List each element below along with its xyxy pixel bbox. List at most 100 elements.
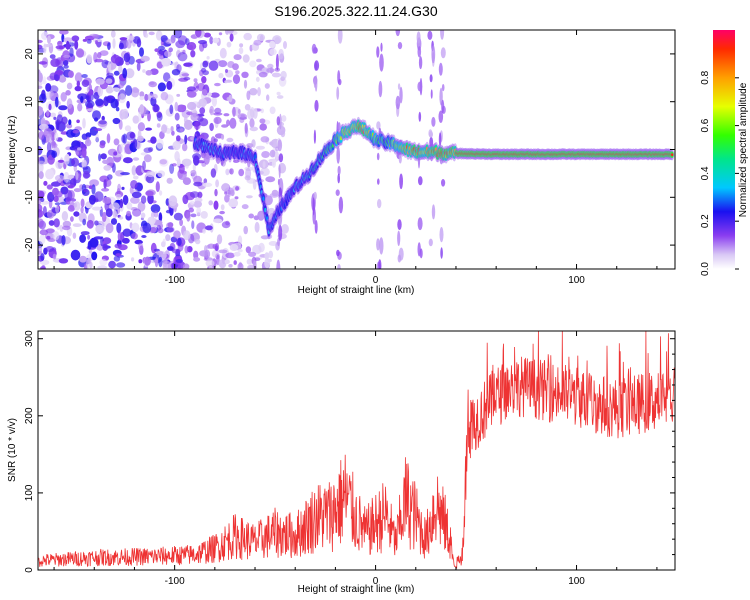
noise-blob xyxy=(145,127,153,131)
noise-blob xyxy=(172,140,181,151)
noise-blob xyxy=(141,235,147,238)
noise-blob xyxy=(276,91,281,96)
noise-blob xyxy=(212,243,218,250)
noise-blob xyxy=(156,123,161,128)
noise-blob xyxy=(107,61,112,72)
noise-blob xyxy=(156,112,163,122)
noise-blob xyxy=(235,186,240,191)
noise-blob xyxy=(210,136,216,144)
noise-blob xyxy=(187,86,196,92)
noise-blob xyxy=(258,71,268,78)
noise-blob xyxy=(233,260,237,265)
noise-blob xyxy=(166,226,175,233)
noise-blob xyxy=(38,218,44,228)
noise-blob xyxy=(80,198,85,208)
noise-blob xyxy=(83,189,88,193)
streak-blob xyxy=(430,89,433,99)
noise-blob xyxy=(260,108,265,114)
noise-blob xyxy=(240,114,245,118)
noise-blob xyxy=(46,133,53,143)
noise-blob xyxy=(190,213,197,218)
ridge-core xyxy=(340,135,343,141)
noise-blob xyxy=(58,258,69,264)
noise-blob xyxy=(179,219,184,227)
noise-blob xyxy=(74,40,79,50)
y-tick-label: 200 xyxy=(24,407,35,424)
noise-blob xyxy=(248,251,257,257)
noise-blob xyxy=(266,67,275,73)
streak-blob xyxy=(380,42,383,52)
noise-blob xyxy=(238,47,244,55)
noise-blob xyxy=(63,54,71,58)
noise-blob xyxy=(112,117,121,125)
noise-blob xyxy=(183,76,191,81)
colorbar-label: Normalized spectral amplitude xyxy=(738,82,749,217)
noise-blob xyxy=(110,218,118,225)
noise-blob xyxy=(197,116,204,122)
streak-blob xyxy=(378,80,383,98)
streak-blob xyxy=(377,198,382,209)
noise-blob xyxy=(246,195,253,199)
noise-blob xyxy=(113,151,118,156)
noise-blob xyxy=(92,34,100,39)
noise-blob xyxy=(213,200,219,210)
noise-blob xyxy=(122,228,132,237)
noise-blob xyxy=(122,194,129,206)
streak-blob xyxy=(441,99,445,114)
colorbar-tick-label: 0.2 xyxy=(700,214,711,228)
noise-blob xyxy=(208,200,213,206)
noise-blob xyxy=(229,117,237,129)
noise-blob xyxy=(198,98,207,107)
noise-blob xyxy=(205,259,215,267)
noise-blob xyxy=(235,70,240,75)
noise-blob xyxy=(124,125,132,132)
noise-blob xyxy=(196,206,202,216)
noise-blob xyxy=(209,36,214,45)
noise-blob xyxy=(38,85,43,89)
colorbar-gradient xyxy=(713,30,735,269)
streak-blob xyxy=(337,165,341,176)
streak-blob xyxy=(395,30,401,37)
noise-blob xyxy=(94,40,99,45)
streak-blob xyxy=(278,225,283,241)
noise-blob xyxy=(106,87,114,93)
noise-blob xyxy=(74,72,83,83)
streak-blob xyxy=(431,204,436,220)
noise-blob xyxy=(209,105,214,116)
noise-blob xyxy=(120,172,130,176)
noise-blob xyxy=(195,239,201,245)
streak-blob xyxy=(439,157,443,165)
noise-blob xyxy=(58,45,64,50)
noise-blob xyxy=(219,210,225,215)
noise-blob xyxy=(244,104,251,111)
noise-blob xyxy=(52,253,57,260)
noise-blob xyxy=(38,209,44,218)
noise-blob xyxy=(221,221,231,229)
noise-blob xyxy=(108,260,116,269)
streak-blob xyxy=(376,121,381,130)
noise-blob xyxy=(153,211,159,218)
noise-blob xyxy=(186,42,197,51)
noise-blob xyxy=(93,236,103,240)
colorbar-tick-label: 0.0 xyxy=(700,262,711,276)
noise-blob xyxy=(121,134,126,143)
noise-blob xyxy=(258,242,265,253)
noise-blob xyxy=(271,158,276,168)
noise-blob xyxy=(246,258,253,265)
noise-blob xyxy=(218,60,228,68)
noise-blob xyxy=(179,128,184,133)
noise-blob xyxy=(156,61,163,69)
noise-blob xyxy=(269,106,276,115)
noise-blob xyxy=(125,68,135,79)
noise-blob xyxy=(169,62,177,66)
noise-blob xyxy=(47,35,51,44)
noise-blob xyxy=(274,151,279,160)
noise-blob xyxy=(173,30,183,39)
streak-blob xyxy=(441,179,446,187)
noise-blob xyxy=(175,259,183,263)
x-tick-label: 100 xyxy=(568,275,585,286)
noise-blob xyxy=(151,93,158,100)
noise-blob xyxy=(132,157,140,161)
noise-blob xyxy=(112,38,116,49)
noise-blob xyxy=(169,163,175,174)
